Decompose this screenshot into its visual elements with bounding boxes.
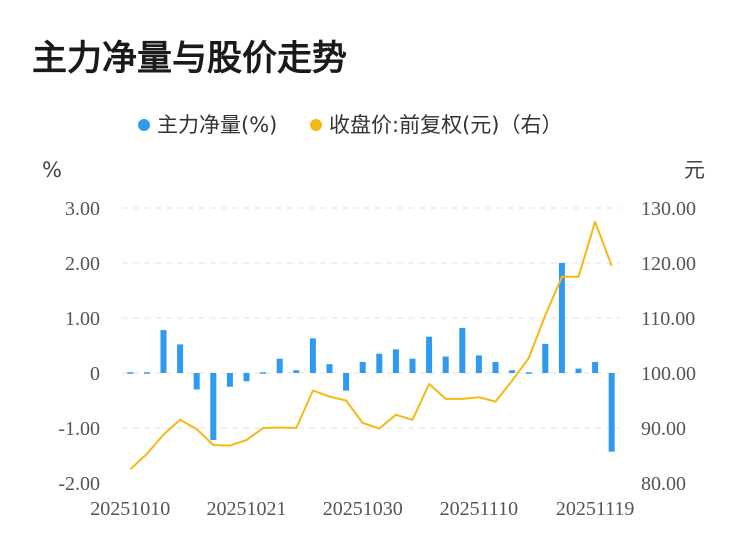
- right-axis: 130.00 120.00 110.00 100.00 90.00 80.00: [641, 198, 696, 495]
- bar: [525, 372, 532, 374]
- left-tick-label: -2.00: [58, 473, 100, 495]
- right-tick-label: 110.00: [641, 308, 695, 330]
- bar: [326, 364, 333, 373]
- bar: [575, 368, 582, 373]
- bar: [177, 344, 184, 373]
- bar: [160, 330, 167, 373]
- right-tick-label: 130.00: [641, 198, 696, 220]
- bar: [243, 373, 250, 382]
- bar: [276, 358, 283, 373]
- right-tick-label: 120.00: [641, 253, 696, 275]
- left-axis: 3.00 2.00 1.00 0 -1.00 -2.00: [58, 198, 100, 495]
- right-tick-label: 80.00: [641, 473, 686, 495]
- bar: [260, 372, 267, 374]
- legend-marker-main-net: [138, 119, 150, 131]
- bar: [309, 338, 316, 373]
- left-tick-label: 2.00: [65, 253, 100, 275]
- bar: [608, 373, 615, 452]
- bar: [409, 358, 416, 373]
- left-tick-label: -1.00: [58, 418, 100, 440]
- bar-series-main-net: [127, 263, 615, 452]
- legend-label-close-price: 收盘价:前复权(元)（右）: [329, 113, 562, 137]
- bar: [143, 372, 150, 374]
- bar: [343, 373, 350, 391]
- bar: [426, 336, 433, 373]
- right-tick-label: 90.00: [641, 418, 686, 440]
- x-tick-label: 20251010: [90, 498, 170, 520]
- gridlines: [122, 207, 620, 429]
- right-axis-unit: 元: [684, 158, 705, 182]
- left-axis-unit: %: [42, 158, 62, 182]
- left-tick-label: 3.00: [65, 198, 100, 220]
- x-tick-label: 20251030: [323, 498, 403, 520]
- legend-label-main-net: 主力净量(%): [157, 113, 277, 137]
- bar: [359, 362, 366, 373]
- price-line: [129, 220, 613, 471]
- x-tick-label: 20251119: [556, 498, 635, 520]
- bar: [293, 370, 300, 373]
- bar: [376, 353, 383, 373]
- bar: [459, 327, 466, 373]
- x-tick-label: 20251021: [207, 498, 287, 520]
- bar: [492, 362, 499, 373]
- bar: [475, 355, 482, 373]
- left-tick-label: 1.00: [65, 308, 100, 330]
- right-tick-label: 100.00: [641, 363, 696, 385]
- legend: 主力净量(%) 收盘价:前复权(元)（右）: [138, 113, 562, 137]
- x-tick-label: 20251110: [440, 498, 519, 520]
- bar: [127, 372, 134, 374]
- line-series-close-price: [129, 220, 613, 471]
- bar: [226, 373, 233, 387]
- bar: [542, 343, 549, 373]
- bar: [558, 263, 565, 373]
- legend-marker-close-price: [310, 119, 322, 131]
- bar: [442, 356, 449, 373]
- bar: [509, 370, 516, 373]
- chart-title: 主力净量与股价走势: [32, 39, 348, 79]
- bar: [193, 373, 200, 390]
- bar: [210, 373, 217, 441]
- x-axis: 20251010 20251021 20251030 20251110 20251119: [90, 498, 634, 520]
- left-tick-label: 0: [90, 363, 100, 385]
- bar: [392, 349, 399, 373]
- bar: [592, 362, 599, 373]
